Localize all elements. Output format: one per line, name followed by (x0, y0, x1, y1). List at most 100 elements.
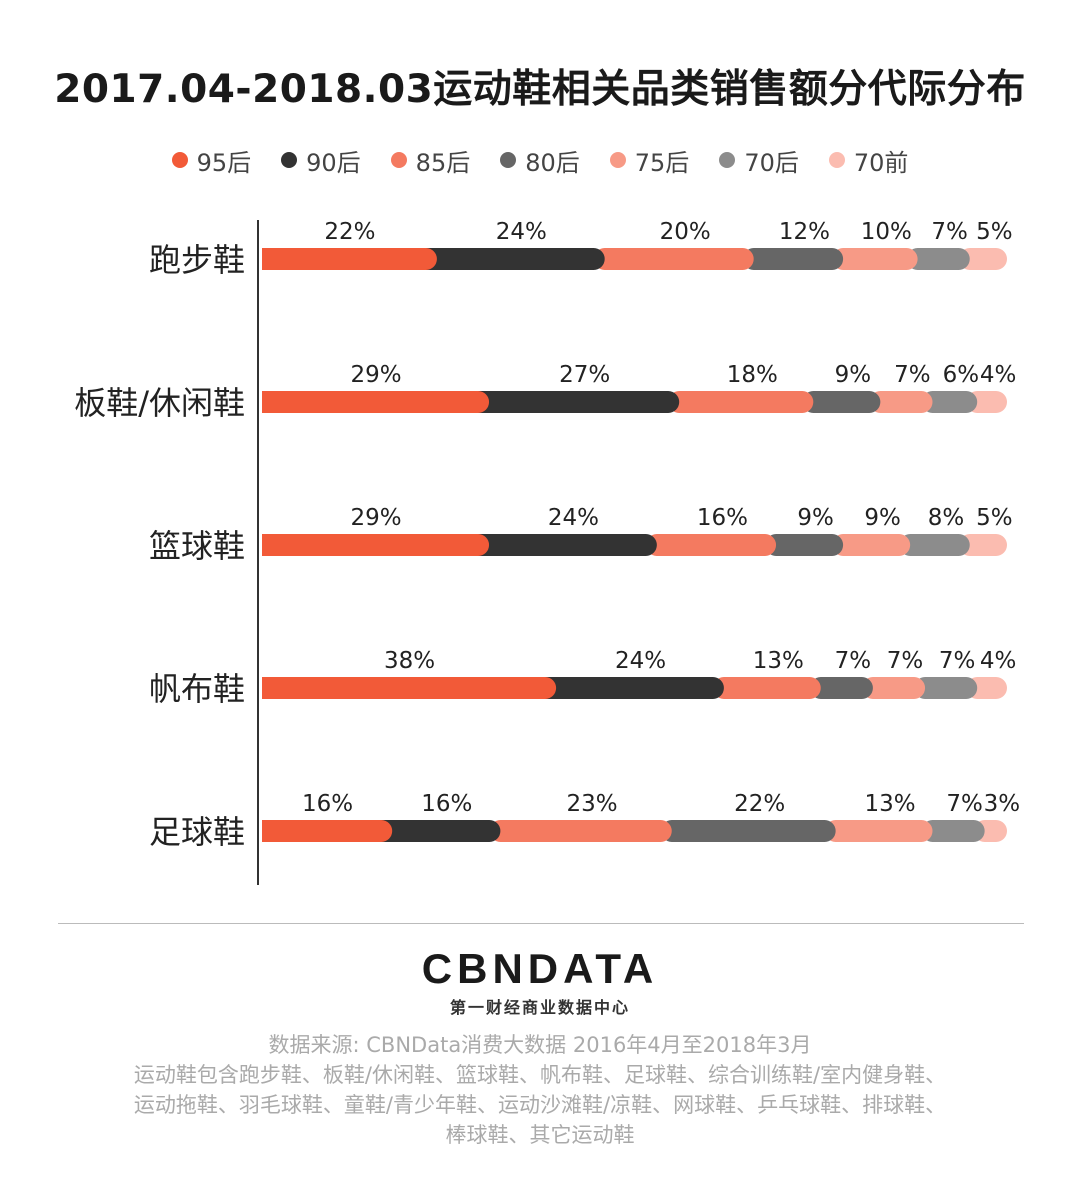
legend-label: 90后 (306, 148, 361, 177)
data-label: 20% (660, 219, 711, 245)
data-label: 23% (567, 791, 618, 817)
data-label: 4% (980, 648, 1017, 674)
source-line: 运动鞋包含跑步鞋、板鞋/休闲鞋、篮球鞋、帆布鞋、足球鞋、综合训练鞋/室内健身鞋、 (133, 1063, 947, 1087)
bar-segment-edge (262, 391, 284, 413)
bar-segment (534, 677, 724, 699)
bar-segment (262, 391, 490, 413)
data-label: 3% (984, 791, 1021, 817)
bar-segment (832, 534, 911, 556)
bar-segment (262, 534, 490, 556)
source-line: 棒球鞋、其它运动鞋 (445, 1123, 635, 1147)
footer-divider (58, 923, 1024, 924)
bar-segment (660, 820, 836, 842)
bar-segment (593, 248, 754, 270)
bar-segment-edge (262, 534, 284, 556)
bar-segment (262, 248, 437, 270)
data-label: 22% (734, 791, 785, 817)
data-label: 16% (421, 791, 472, 817)
cbndata-logo: CBNDATA (421, 945, 659, 992)
bar-segment (914, 677, 978, 699)
bar-segment (966, 391, 1007, 413)
bar-segment (802, 391, 881, 413)
legend-swatch (171, 152, 188, 168)
data-label: 8% (928, 505, 965, 531)
legend-label: 70后 (744, 148, 799, 177)
bar-segment (824, 820, 933, 842)
data-label: 27% (559, 362, 610, 388)
data-label: 7% (835, 648, 872, 674)
bar-segment (809, 677, 873, 699)
stacked-bar-chart: 跑步鞋 22% 24% 20% 12% 10% 7% 5% 板鞋/休闲鞋 29% 27% 18% 9% 7… (74, 219, 1021, 885)
legend-swatch (719, 152, 736, 168)
data-label: 22% (324, 219, 375, 245)
data-label: 5% (976, 219, 1013, 245)
data-label: 24% (496, 219, 547, 245)
chart-title: 2017.04-2018.03运动鞋相关品类销售额分代际分布 (54, 67, 1026, 112)
data-label: 7% (931, 219, 968, 245)
bar-segment (645, 534, 777, 556)
bar-segment (742, 248, 844, 270)
data-label: 18% (727, 362, 778, 388)
legend-item: 90后 (281, 143, 361, 178)
data-label: 12% (779, 219, 830, 245)
legend-item: 75后 (609, 143, 690, 178)
legend-item: 85后 (390, 143, 471, 178)
legend-swatch (281, 152, 298, 168)
category-label: 篮球鞋 (149, 527, 245, 565)
data-source-note: 数据来源: CBNData消费大数据 2016年4月至2018年3月 运动鞋包含… (0, 1030, 1080, 1150)
bar-segment-edge (262, 820, 284, 842)
category-label: 足球鞋 (149, 813, 245, 851)
data-label: 9% (864, 505, 901, 531)
legend-item: 80后 (500, 143, 580, 178)
data-label: 7% (894, 362, 931, 388)
bar-segment (832, 248, 918, 270)
bar-segment (869, 391, 933, 413)
source-line: 运动拖鞋、羽毛球鞋、童鞋/青少年鞋、运动沙滩鞋/凉鞋、网球鞋、乒乓球鞋、排球鞋、 (133, 1093, 947, 1117)
legend-label: 85后 (415, 148, 471, 177)
legend-swatch (500, 152, 517, 168)
source-line: 数据来源: CBNData消费大数据 2016年4月至2018年3月 (268, 1033, 812, 1057)
bar-segment (414, 248, 605, 270)
data-label: 16% (302, 791, 353, 817)
data-label: 38% (384, 648, 435, 674)
data-label: 5% (976, 505, 1013, 531)
data-label: 4% (980, 362, 1017, 388)
data-label: 9% (835, 362, 872, 388)
legend: 95后 90后 85后 80后 75后 70后 70前 (0, 140, 1080, 180)
bar-segment (712, 677, 821, 699)
legend-label: 80后 (525, 148, 580, 177)
bar-segment (958, 534, 1007, 556)
data-label: 10% (861, 219, 912, 245)
data-label: 29% (350, 362, 401, 388)
legend-label: 95后 (196, 148, 252, 177)
legend-item: 95后 (171, 143, 252, 178)
bar-segment (921, 820, 985, 842)
legend-item: 70前 (828, 143, 908, 178)
bar-segment (668, 391, 814, 413)
legend-swatch (828, 152, 845, 168)
legend-swatch (390, 152, 407, 168)
bar-segment (370, 820, 501, 842)
category-label: 帆布鞋 (149, 670, 245, 708)
bar-segment (966, 677, 1007, 699)
bar-segment (906, 248, 970, 270)
legend-label: 75后 (634, 148, 690, 177)
data-label: 13% (753, 648, 804, 674)
logo-subtitle: 第一财经商业数据中心 (449, 998, 630, 1017)
data-label: 6% (943, 362, 980, 388)
data-label: 29% (350, 505, 401, 531)
bar-segment (489, 820, 672, 842)
legend-item: 70后 (719, 143, 799, 178)
data-label: 13% (865, 791, 916, 817)
bar-segment (861, 677, 926, 699)
bar-segment (958, 248, 1007, 270)
data-label: 9% (797, 505, 834, 531)
data-label: 24% (615, 648, 666, 674)
data-label: 24% (548, 505, 599, 531)
data-label: 7% (946, 791, 983, 817)
bar-segment (765, 534, 844, 556)
data-label: 7% (939, 648, 976, 674)
bar-segment (921, 391, 978, 413)
bar-segment (262, 677, 557, 699)
category-label: 跑步鞋 (149, 241, 245, 279)
